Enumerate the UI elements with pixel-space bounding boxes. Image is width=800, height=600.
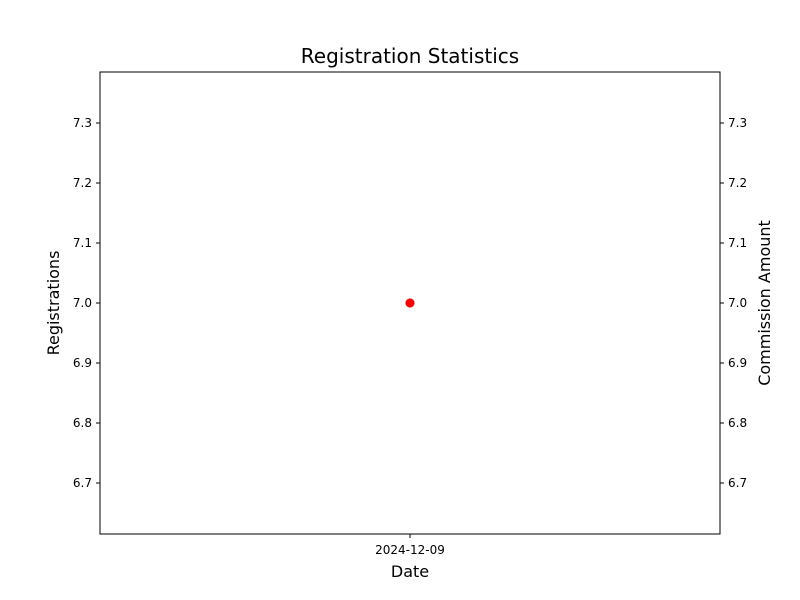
right-y-tick-label: 7.1 [728, 236, 747, 250]
left-y-tick-label: 7.0 [73, 296, 92, 310]
chart-title: Registration Statistics [301, 44, 519, 68]
x-tick-label: 2024-12-09 [375, 543, 445, 557]
right-y-tick-label: 6.9 [728, 356, 747, 370]
left-y-tick-label: 7.2 [73, 176, 92, 190]
left-y-tick-label: 6.8 [73, 416, 92, 430]
left-y-tick-label: 6.9 [73, 356, 92, 370]
data-points [405, 298, 415, 308]
x-axis-label: Date [391, 562, 429, 581]
x-axis: 2024-12-09 [375, 534, 445, 557]
right-y-tick-label: 7.0 [728, 296, 747, 310]
right-y-axis-label: Commission Amount [755, 220, 774, 386]
right-y-tick-label: 7.3 [728, 116, 747, 130]
left-y-tick-label: 7.1 [73, 236, 92, 250]
left-y-axis: 6.7 6.8 6.9 7.0 7.1 7.2 7.3 [73, 116, 100, 490]
right-y-tick-label: 7.2 [728, 176, 747, 190]
right-y-axis: 6.7 6.8 6.9 7.0 7.1 7.2 7.3 [720, 116, 747, 490]
right-y-tick-label: 6.7 [728, 476, 747, 490]
left-y-tick-label: 7.3 [73, 116, 92, 130]
right-y-tick-label: 6.8 [728, 416, 747, 430]
left-y-tick-label: 6.7 [73, 476, 92, 490]
left-y-axis-label: Registrations [44, 251, 63, 356]
commission-point [405, 298, 415, 308]
